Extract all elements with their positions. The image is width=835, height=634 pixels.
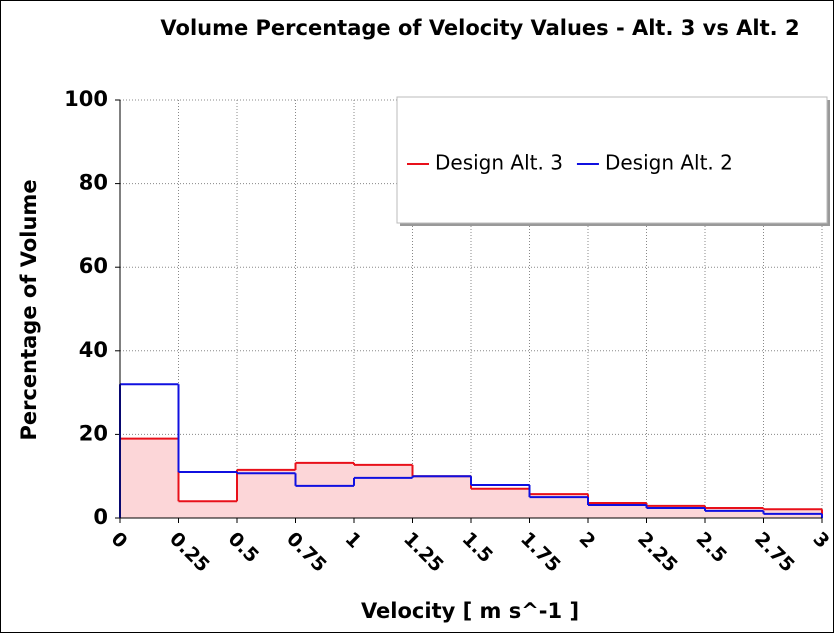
- x-tick-label: 1.25: [399, 528, 448, 577]
- bar-fill: [120, 438, 179, 518]
- bar-fill: [588, 502, 647, 518]
- x-tick-label: 0.75: [282, 528, 331, 577]
- y-tick-label: 0: [93, 505, 108, 529]
- x-tick-label: 3: [809, 528, 834, 553]
- legend-label: Design Alt. 2: [605, 151, 733, 175]
- bar-fill: [471, 488, 530, 518]
- x-tick-label: 2.75: [750, 528, 799, 577]
- legend-box: [396, 96, 828, 224]
- bar-fill: [354, 464, 413, 518]
- bar-fill: [412, 476, 471, 518]
- y-axis-label: Percentage of Volume: [17, 179, 41, 440]
- bar-fill: [237, 469, 296, 518]
- y-tick-label: 100: [64, 87, 108, 111]
- x-tick-label: 1: [341, 528, 366, 553]
- x-tick-label: 2: [575, 528, 600, 553]
- x-tick-label: 2.5: [692, 528, 731, 567]
- y-tick-label: 60: [79, 254, 108, 278]
- x-tick-label: 0: [107, 528, 132, 553]
- bar-fill: [705, 507, 764, 518]
- x-tick-label: 1.5: [458, 528, 497, 567]
- chart-title: Volume Percentage of Velocity Values - A…: [160, 16, 800, 40]
- bar-fill: [529, 494, 588, 518]
- x-tick-label: 1.75: [516, 528, 565, 577]
- x-tick-label: 0.5: [224, 528, 263, 567]
- x-tick-label: 0.25: [165, 528, 214, 577]
- y-tick-label: 40: [79, 338, 108, 362]
- x-axis-label: Velocity [ m s^-1 ]: [361, 599, 579, 623]
- y-tick-label: 80: [79, 171, 108, 195]
- legend-label: Design Alt. 3: [435, 151, 563, 175]
- x-tick-label: 2.25: [633, 528, 682, 577]
- bar-fill: [295, 462, 354, 518]
- y-tick-label: 20: [79, 421, 108, 445]
- bar-fill: [178, 501, 237, 518]
